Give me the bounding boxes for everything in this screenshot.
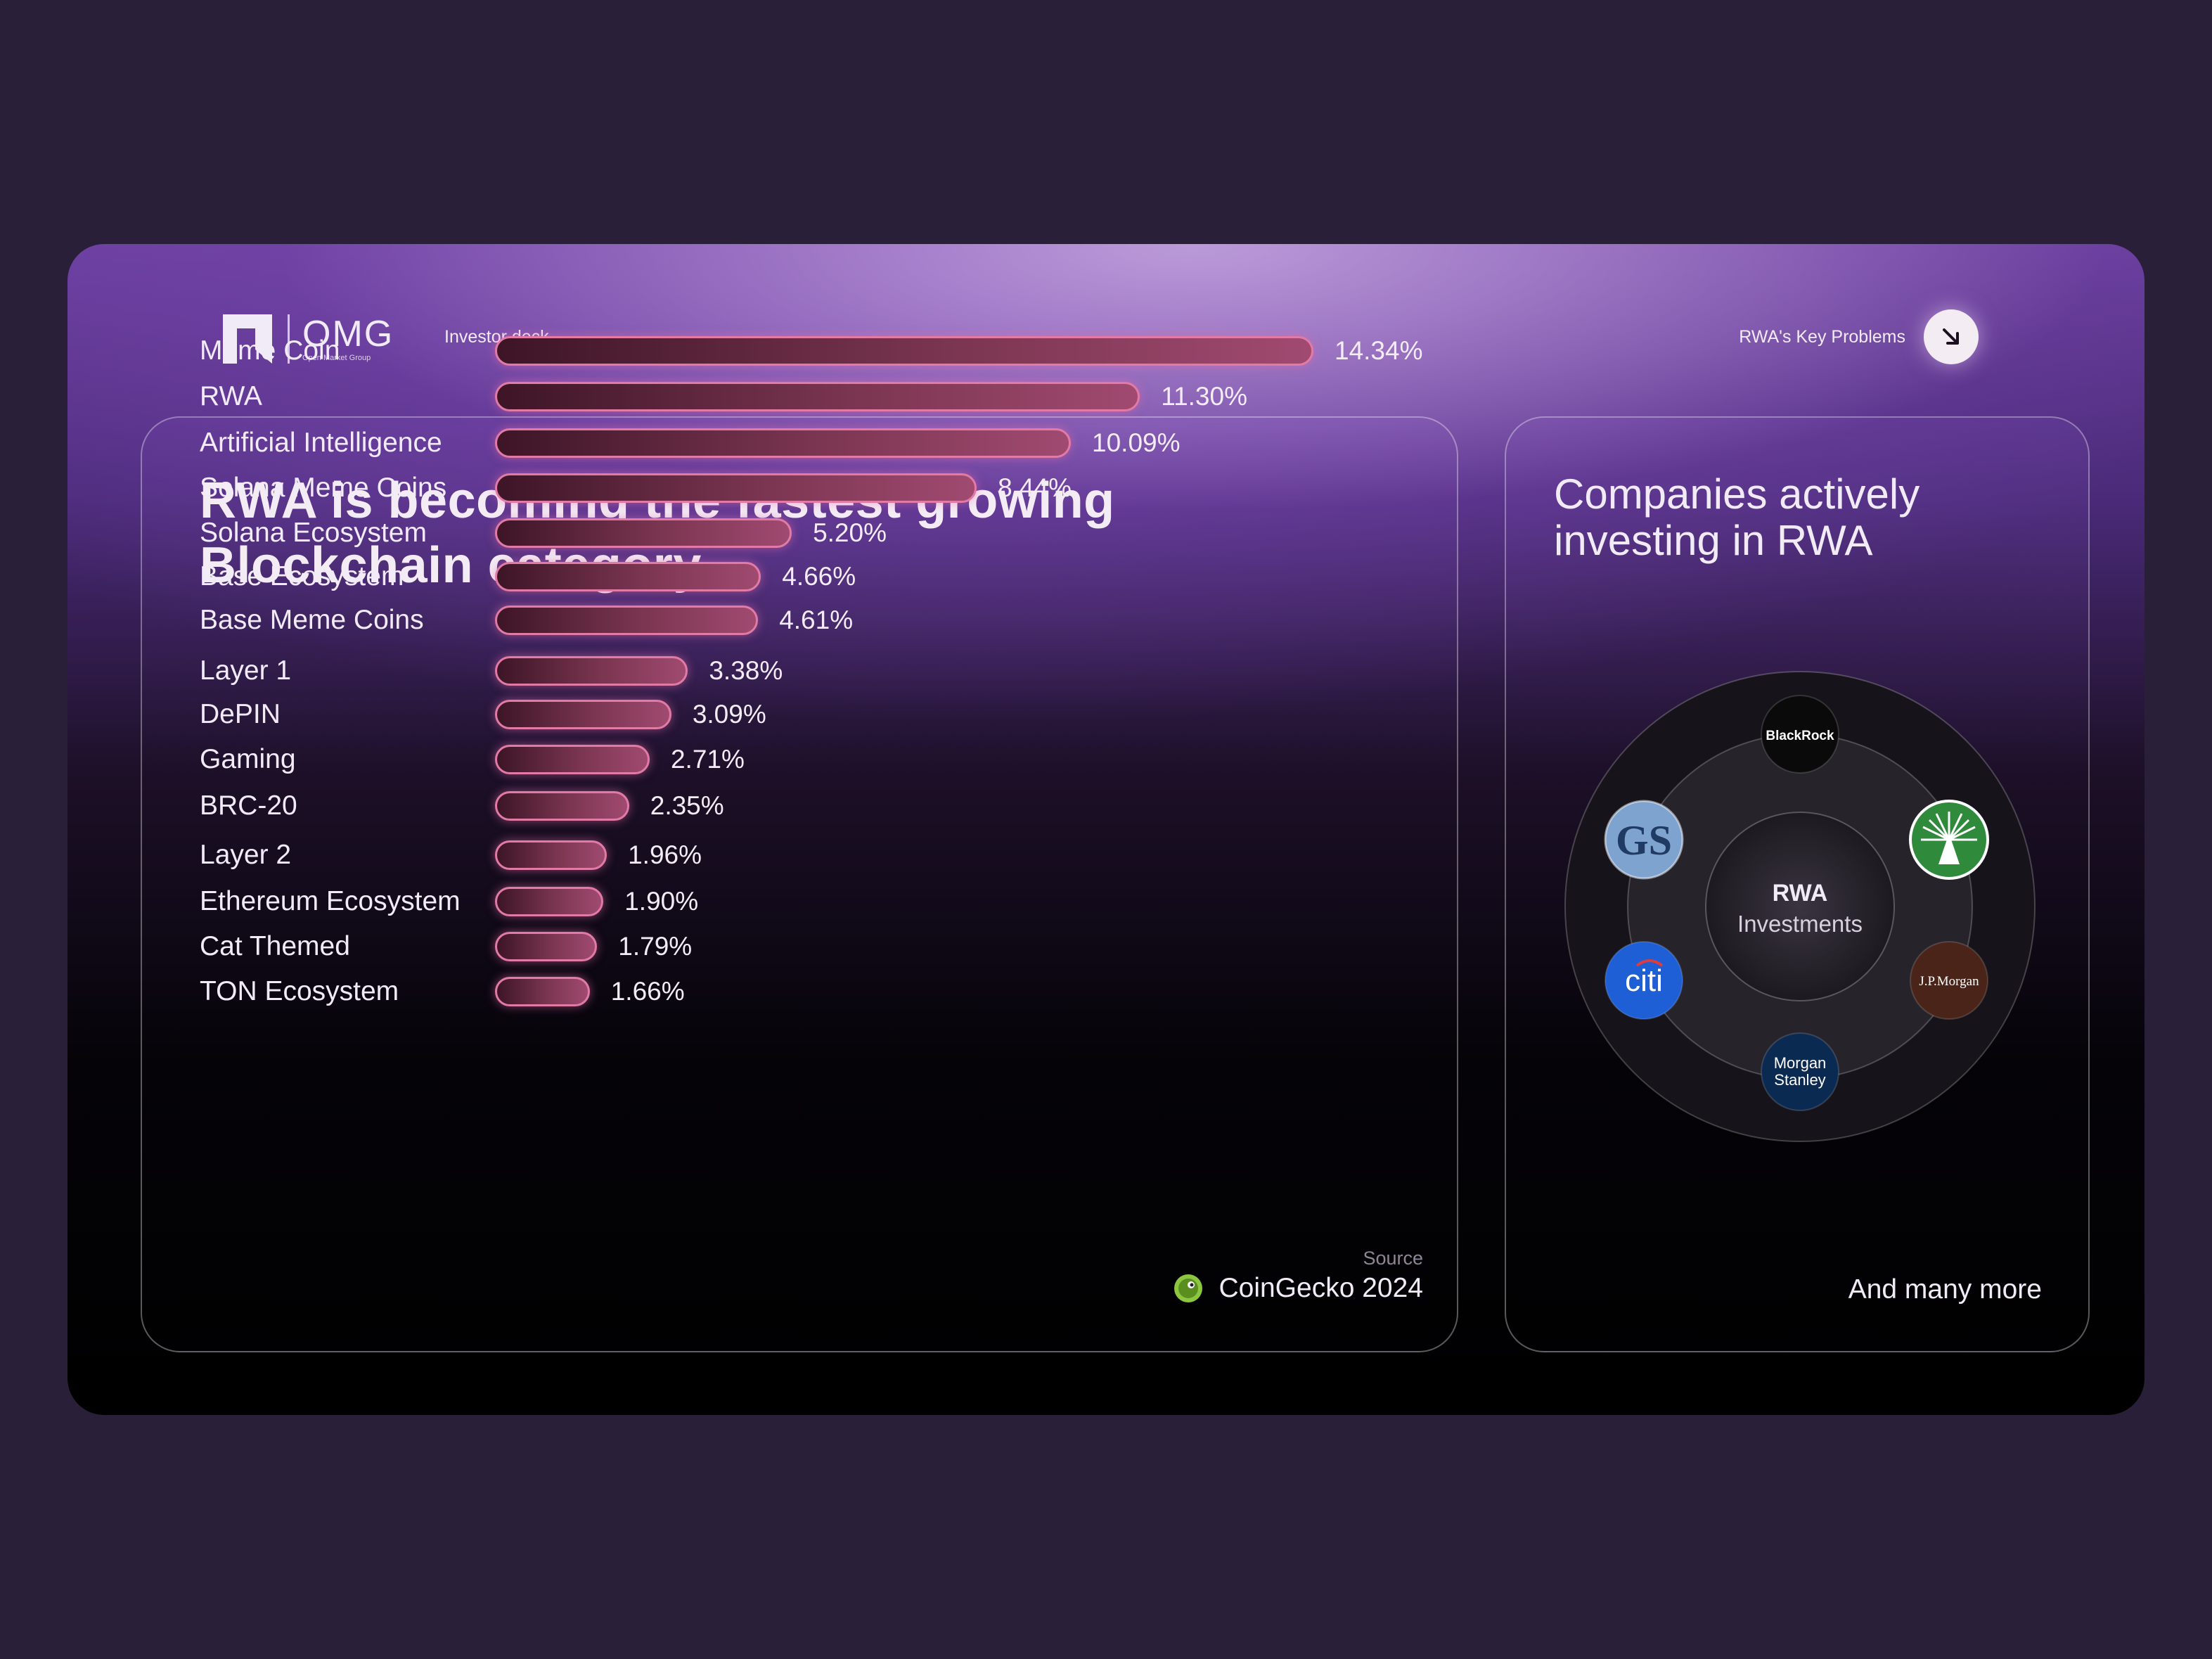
bar (495, 977, 590, 1006)
bar-row: Base Ecosystem 4.66% (142, 554, 1460, 599)
arrow-down-right-icon (1943, 328, 1959, 345)
bar-value-label: 5.20% (813, 518, 887, 547)
bar-value-label: 1.90% (624, 887, 699, 916)
bar-row: TON Ecosystem 1.66% (142, 969, 1460, 1014)
gs-logo-text: GS (1616, 817, 1672, 864)
bar-category-label: Base Meme Coins (200, 605, 424, 635)
bar (495, 745, 650, 774)
bar-category-label: Gaming (200, 744, 296, 774)
center-circle (1705, 812, 1895, 1001)
bar-category-label: Base Ecosystem (200, 561, 404, 591)
omg-logo: OMG Open Market Group (223, 314, 394, 364)
source-label: Source (1363, 1248, 1423, 1269)
bar (495, 887, 604, 916)
center-title: RWA (1773, 880, 1828, 907)
blackrock-logo-text: BlackRock (1766, 729, 1834, 743)
bar-row: Cat Themed 1.79% (142, 924, 1460, 969)
company-citi: citi (1605, 941, 1683, 1020)
coingecko-icon (1174, 1274, 1203, 1302)
bar-value-label: 2.35% (650, 791, 724, 820)
bar (495, 518, 792, 548)
company-blackrock: BlackRock (1761, 695, 1839, 774)
bar-category-label: Meme Coin (200, 335, 340, 366)
bar-category-label: DePIN (200, 699, 281, 729)
bar (495, 700, 671, 729)
bar-value-label: 3.38% (709, 656, 783, 685)
companies-card: Companies actively investing in RWA RWA … (1505, 416, 2090, 1352)
bar-category-label: Layer 1 (200, 655, 292, 686)
bar-value-label: 10.09% (1092, 428, 1181, 457)
logo-subtitle: Open Market Group (302, 354, 371, 362)
companies-title: Companies actively investing in RWA (1554, 470, 1920, 564)
bar-value-label: 4.66% (782, 562, 856, 591)
and-many-more-label: And many more (1848, 1274, 2042, 1305)
bar (495, 791, 629, 821)
bar-value-label: 2.71% (670, 745, 745, 774)
bar-value-label: 1.79% (618, 932, 693, 961)
bar-category-label: BRC-20 (200, 790, 297, 821)
logo-separator (288, 314, 290, 364)
chart-card: RWA is becoming the fastest growing Bloc… (141, 335, 1460, 1352)
bar-category-label: RWA (200, 381, 262, 411)
citi-arc-icon (1635, 959, 1664, 967)
bar-row: Layer 1 3.38% (142, 648, 1460, 693)
bar-category-label: Ethereum Ecosystem (200, 886, 461, 916)
next-section-label[interactable]: RWA's Key Problems (1739, 327, 1905, 347)
bar (495, 606, 759, 635)
center-subtitle: Investments (1737, 911, 1863, 937)
bar-category-label: Solana Meme Coins (200, 473, 447, 503)
bar-value-label: 3.09% (692, 700, 766, 729)
bar-row: Solana Meme Coins 8.44% (142, 466, 1460, 511)
bar-row: Gaming 2.71% (142, 737, 1460, 782)
bar (495, 428, 1072, 458)
bar-value-label: 1.96% (628, 840, 702, 869)
bar-value-label: 8.44% (998, 473, 1072, 502)
bar (495, 336, 1313, 366)
bar-row: Meme Coin 14.34% (142, 328, 1460, 373)
company-goldman-sachs: GS (1604, 800, 1684, 880)
bar-value-label: 11.30% (1161, 382, 1247, 411)
bar-row: Base Meme Coins 4.61% (142, 598, 1460, 643)
bar-value-label: 4.61% (779, 606, 854, 634)
bar-category-label: Layer 2 (200, 840, 292, 870)
bar-row: Ethereum Ecosystem 1.90% (142, 879, 1460, 924)
bar-value-label: 14.34% (1335, 336, 1423, 365)
bar (495, 562, 761, 591)
company-jpmorgan: J.P.Morgan (1910, 941, 1988, 1020)
bar (495, 382, 1140, 411)
bar-row: Solana Ecosystem 5.20% (142, 511, 1460, 556)
logo-word: OMG (302, 314, 394, 354)
jpmorgan-logo-text: J.P.Morgan (1919, 974, 1979, 989)
bar-row: Artificial Intelligence 10.09% (142, 421, 1460, 466)
citi-logo-text: citi (1625, 963, 1663, 998)
bar (495, 473, 977, 503)
bar-row: RWA 11.30% (142, 374, 1460, 419)
bar-row: Layer 2 1.96% (142, 833, 1460, 878)
bar-category-label: Cat Themed (200, 931, 350, 961)
bar-category-label: Artificial Intelligence (200, 428, 442, 458)
morgan-stanley-logo-text: Morgan Stanley (1774, 1054, 1827, 1089)
source-name: CoinGecko 2024 (1218, 1273, 1423, 1303)
bar (495, 656, 688, 686)
source: CoinGecko 2024 (1173, 1273, 1423, 1304)
company-fidelity (1909, 800, 1989, 880)
bar-row: DePIN 3.09% (142, 692, 1460, 737)
bar-value-label: 1.66% (610, 977, 685, 1006)
bar-category-label: TON Ecosystem (200, 976, 399, 1006)
bar (495, 840, 607, 870)
slide: OMG Open Market Group Investor deck RWA'… (67, 244, 2145, 1415)
omg-logo-icon (223, 314, 272, 364)
bar-row: BRC-20 2.35% (142, 783, 1460, 828)
company-morgan-stanley: Morgan Stanley (1761, 1032, 1839, 1111)
companies-orbit-diagram: RWA Investments BlackRock (1564, 671, 2036, 1142)
bar-category-label: Solana Ecosystem (200, 518, 427, 548)
bar (495, 932, 598, 961)
next-section-button[interactable] (1924, 309, 1979, 364)
